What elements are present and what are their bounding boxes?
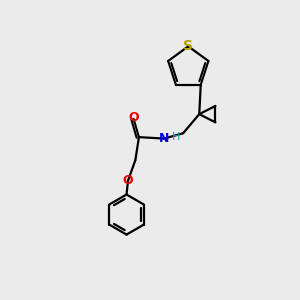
Text: O: O <box>123 174 133 187</box>
Text: N: N <box>159 132 169 145</box>
Text: H: H <box>172 132 181 142</box>
Text: O: O <box>128 112 139 124</box>
Text: S: S <box>183 39 193 53</box>
